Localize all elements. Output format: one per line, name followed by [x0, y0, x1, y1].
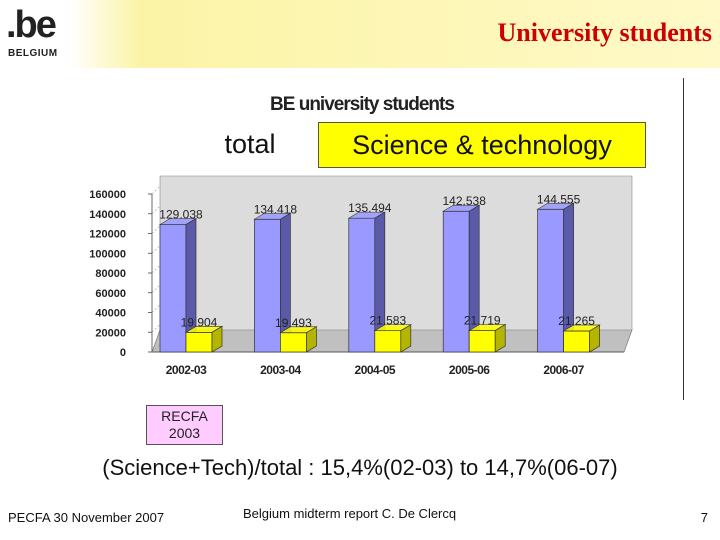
- belgium-logo: .be BELGIUM: [6, 4, 64, 66]
- bar-science-tech: [185, 331, 213, 353]
- bar-total: [254, 218, 281, 353]
- x-tick-label: 2006-07: [543, 363, 584, 377]
- bar-total: [442, 210, 470, 353]
- x-tick-label: 2002-03: [166, 363, 207, 377]
- recfa-note: RECFA 2003: [146, 405, 223, 445]
- y-tick-label: 20000: [95, 327, 126, 339]
- data-label-science-tech: 19.493: [275, 316, 312, 330]
- footer-report: Belgium midterm report C. De Clercq: [243, 506, 457, 521]
- bar-total: [537, 208, 564, 353]
- data-label-science-tech: 21.265: [558, 314, 595, 328]
- bar-science-tech: [563, 330, 590, 353]
- y-tick-guide: [151, 186, 161, 195]
- chart-title: BE university students: [0, 94, 720, 116]
- bar-total: [348, 217, 376, 353]
- bar-science-tech: [374, 330, 402, 353]
- bar-science-tech-side: [400, 324, 412, 353]
- x-tick-label: 2003-04: [260, 363, 301, 377]
- bar-science-tech: [280, 332, 307, 353]
- header-bar: .be BELGIUM University students: [0, 0, 720, 68]
- data-label-total: 142.538: [443, 194, 487, 208]
- data-label-science-tech: 19.904: [181, 315, 218, 329]
- data-label-total: 134.418: [254, 202, 298, 216]
- data-label-total: 144.555: [537, 192, 581, 206]
- y-tick-label: 80000: [95, 268, 126, 280]
- y-tick-label: 60000: [95, 288, 126, 300]
- ratio-statement: (Science+Tech)/total : 15,4%(02-03) to 1…: [102, 455, 618, 480]
- x-tick-label: 2004-05: [355, 363, 396, 377]
- recfa-label: RECFA: [161, 408, 208, 424]
- legend-total: total: [217, 122, 283, 166]
- data-label-science-tech: 21.719: [464, 314, 501, 328]
- y-tick-label: 40000: [95, 308, 126, 320]
- bar-science-tech-side: [589, 324, 600, 353]
- y-tick-label: 100000: [89, 248, 126, 260]
- y-tick-guide: [151, 225, 161, 234]
- page-number: 7: [700, 510, 708, 525]
- bar-total: [159, 224, 187, 353]
- logo-belgium-text: BELGIUM: [8, 48, 58, 59]
- y-tick-guide: [151, 284, 161, 293]
- logo-be-text: .be: [6, 4, 57, 46]
- chart-title-text: BE university students: [270, 94, 455, 115]
- y-tick-label: 120000: [89, 229, 126, 241]
- bar-science-tech-side: [306, 326, 317, 353]
- y-tick-guide: [151, 324, 161, 333]
- recfa-year: 2003: [168, 425, 201, 441]
- divider-line: [683, 78, 684, 400]
- bar-science-tech-side: [494, 323, 506, 353]
- bar-science-tech: [468, 330, 496, 353]
- y-tick-label: 140000: [89, 209, 126, 221]
- y-tick-label: 0: [120, 347, 126, 359]
- y-tick-label: 160000: [89, 189, 126, 201]
- y-tick-guide: [151, 205, 161, 214]
- slide-title: University students: [497, 18, 712, 47]
- data-label-science-tech: 21.583: [369, 314, 406, 328]
- bar-science-tech-side: [211, 325, 223, 353]
- y-tick-guide: [151, 245, 161, 254]
- legend-science-technology: Science & technology: [318, 122, 646, 168]
- y-tick-guide: [151, 344, 161, 353]
- y-tick-guide: [151, 265, 161, 274]
- y-tick-guide: [151, 304, 161, 313]
- data-label-total: 129.038: [159, 208, 203, 222]
- footer-event: PECFA 30 November 2007: [8, 510, 165, 525]
- data-label-total: 135.494: [348, 201, 392, 215]
- x-tick-label: 2005-06: [449, 363, 490, 377]
